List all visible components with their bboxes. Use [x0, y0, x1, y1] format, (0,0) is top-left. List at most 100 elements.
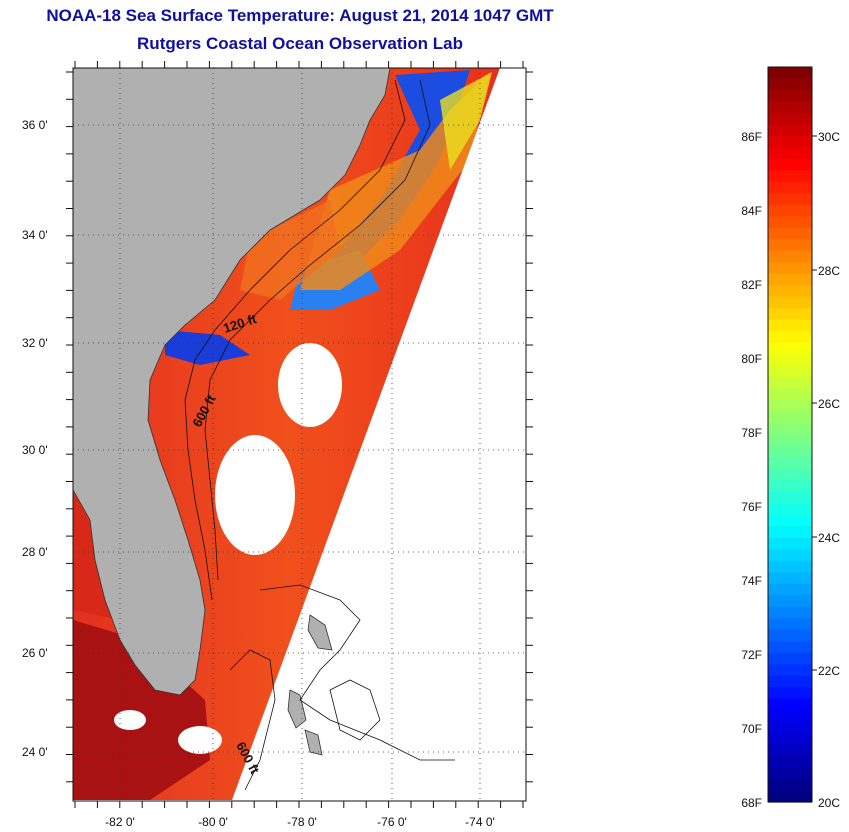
cb-label-24c: 24C [818, 531, 840, 545]
colorbar-celsius-labels: 30C 28C 26C 24C 22C 20C [812, 130, 840, 810]
cb-label-70f: 70F [741, 722, 762, 736]
colorbar-band [768, 89, 812, 103]
colorbar-band [768, 779, 812, 792]
colorbar-band [768, 468, 812, 482]
yellow-band [440, 72, 492, 170]
colorbar-band [768, 170, 812, 183]
colorbar-band [768, 526, 812, 539]
lat-axis-labels: 36 0' 34 0' 32 0' 30 0' 28 0' 26 0' 24 0… [22, 118, 48, 759]
lon-label-80: -80 0' [198, 815, 228, 829]
colorbar-band [768, 377, 812, 390]
colorbar-band [768, 296, 812, 309]
colorbar-band [768, 319, 812, 332]
colorbar-band [768, 216, 812, 229]
colorbar-band [768, 618, 812, 631]
colorbar-frame [767, 66, 813, 803]
colorbar-band [768, 491, 812, 505]
colorbar-band [768, 250, 812, 263]
colorbar-fahrenheit-labels: 86F 84F 82F 80F 78F 76F 74F 72F 70F 68F [741, 130, 762, 810]
lat-gridlines [73, 124, 526, 753]
colorbar-band [768, 641, 812, 654]
cloud-patch-3 [114, 710, 146, 730]
colorbar-band [768, 135, 812, 148]
cb-label-20c: 20C [818, 796, 840, 810]
land-bahamas-3 [304, 729, 323, 756]
lon-axis-labels: -82 0' -80 0' -78 0' -76 0' -74 0' [105, 815, 495, 829]
colorbar-band [768, 181, 812, 194]
cb-label-78f: 78F [741, 426, 762, 440]
colorbar-band [768, 652, 812, 665]
land-mainland [73, 68, 391, 696]
gulf-hot-water [73, 620, 210, 800]
map-plot-area: 120 ft 600 ft 600 ft [73, 68, 526, 801]
land-bahamas-1 [307, 614, 333, 651]
isobath-bahamas [259, 584, 455, 761]
colorbar-band [768, 767, 812, 780]
colorbar-band [768, 687, 812, 700]
lat-label-34: 34 0' [22, 228, 48, 242]
colorbar-band [768, 560, 812, 573]
colorbar-band [768, 445, 812, 459]
isobath-bahamas-3 [229, 649, 276, 791]
lon-gridlines [119, 68, 481, 801]
lon-label-78: -78 0' [287, 815, 317, 829]
colorbar-band [768, 434, 812, 447]
colorbar-band [768, 388, 812, 401]
colorbar-band [768, 549, 812, 562]
lat-label-30: 30 0' [22, 443, 48, 457]
colorbar-band [768, 227, 812, 240]
colorbar-band [768, 721, 812, 734]
colorbar-band [768, 629, 812, 642]
colorbar-band [768, 733, 812, 746]
colorbar-band [768, 101, 812, 114]
cb-label-28c: 28C [818, 264, 840, 278]
isobath-120ft [184, 79, 406, 601]
colorbar-band [768, 308, 812, 321]
colorbar-band [768, 331, 812, 344]
colorbar-band [768, 595, 812, 608]
cloud-patch-1 [278, 343, 342, 427]
cb-label-76f: 76F [741, 500, 762, 514]
colorbar-band [768, 457, 812, 470]
colorbar-band [768, 342, 812, 355]
colorbar-band [768, 744, 812, 757]
map-title: NOAA-18 Sea Surface Temperature: August … [46, 6, 554, 25]
cloud-patch-2 [215, 435, 295, 555]
land-bahamas-2 [287, 689, 307, 729]
frame-ticks [66, 61, 533, 808]
colorbar-band [768, 503, 812, 516]
colorbar-band [768, 354, 812, 367]
cb-label-72f: 72F [741, 648, 762, 662]
no-data-area [232, 68, 526, 801]
colorbar-band [768, 537, 812, 550]
colorbar-band [768, 204, 812, 217]
colorbar-band [768, 400, 812, 413]
cloud-patch-4 [178, 726, 222, 754]
colorbar-band [768, 67, 812, 80]
lat-label-32: 32 0' [22, 336, 48, 350]
lat-label-26: 26 0' [22, 646, 48, 660]
colorbar-bands [768, 67, 812, 803]
colorbar-band [768, 262, 812, 275]
colorbar-band [768, 698, 812, 711]
colorbar-band [768, 675, 812, 688]
colorbar-band [768, 158, 812, 171]
map-subtitle: Rutgers Coastal Ocean Observation Lab [137, 34, 463, 53]
colorbar-band [768, 790, 812, 803]
cb-label-86f: 86F [741, 130, 762, 144]
colorbar-band [768, 710, 812, 723]
colorbar-band [768, 78, 812, 91]
isobath-600ft [204, 79, 431, 581]
cb-label-30c: 30C [818, 130, 840, 144]
colorbar-band [768, 365, 812, 378]
colorbar-band [768, 124, 812, 137]
colorbar-band [768, 664, 812, 677]
lon-label-82: -82 0' [105, 815, 135, 829]
colorbar-band [768, 572, 812, 585]
colorbar-band [768, 239, 812, 252]
colorbar-band [768, 423, 812, 436]
lon-label-74: -74 0' [465, 815, 495, 829]
lat-label-36: 36 0' [22, 118, 48, 132]
